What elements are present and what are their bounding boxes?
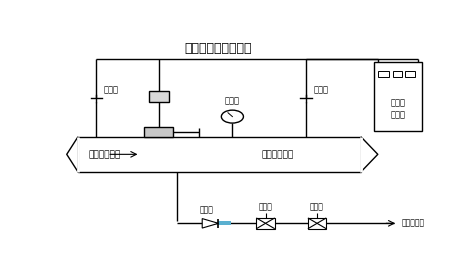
Bar — [374, 62, 422, 130]
Bar — [405, 71, 415, 77]
Bar — [378, 71, 389, 77]
Polygon shape — [308, 218, 326, 229]
Text: 温度计: 温度计 — [225, 97, 240, 106]
Bar — [144, 127, 173, 137]
Bar — [149, 91, 169, 102]
Text: 节流阀: 节流阀 — [258, 202, 273, 211]
Text: 减温水进口: 减温水进口 — [402, 219, 425, 228]
Text: 减温控
制系统: 减温控 制系统 — [390, 99, 406, 120]
Text: 铂电阻: 铂电阻 — [104, 85, 119, 94]
Polygon shape — [66, 137, 78, 172]
Text: 二次蒸汽出口: 二次蒸汽出口 — [262, 150, 294, 159]
Circle shape — [221, 110, 243, 123]
Text: 可调喷嘴式减温装置: 可调喷嘴式减温装置 — [184, 42, 251, 55]
Polygon shape — [202, 219, 218, 228]
Bar — [392, 71, 402, 77]
Text: 铂电阻: 铂电阻 — [314, 85, 328, 94]
Text: 止回阀: 止回阀 — [200, 206, 213, 215]
Polygon shape — [256, 218, 275, 229]
Polygon shape — [361, 137, 378, 172]
Text: 一次蒸汽进口: 一次蒸汽进口 — [89, 150, 121, 159]
Bar — [78, 137, 361, 172]
Bar — [218, 221, 231, 225]
Text: 截止阀: 截止阀 — [310, 202, 324, 211]
